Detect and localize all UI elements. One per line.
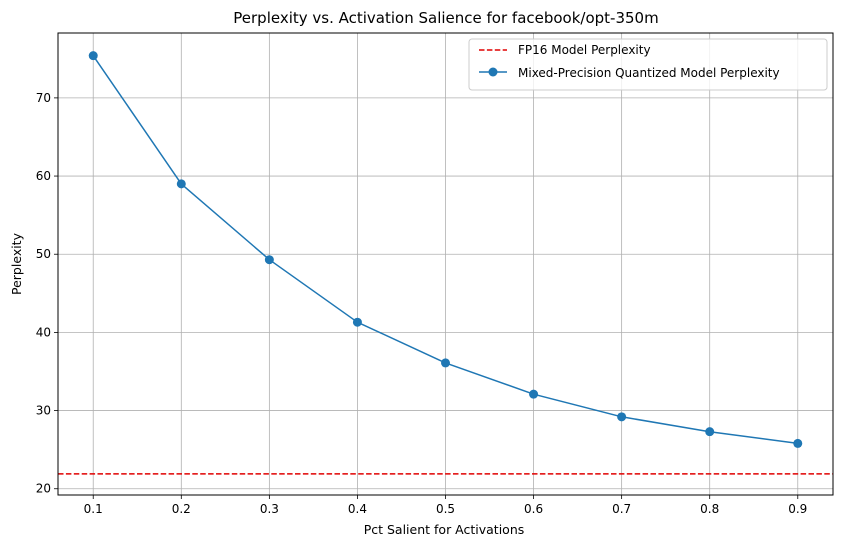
data-point [617,412,627,422]
y-axis-ticks: 20 30 40 50 60 70 [36,91,58,496]
y-tick-label: 50 [36,247,51,261]
grid [58,33,833,495]
x-tick-label: 0.9 [788,502,807,516]
y-tick-label: 20 [36,482,51,496]
x-tick-label: 0.1 [84,502,103,516]
data-point [88,51,98,61]
legend: FP16 Model Perplexity Mixed-Precision Qu… [468,38,828,91]
data-point [793,438,803,448]
y-axis-label: Perplexity [9,232,24,295]
data-point [705,427,715,437]
data-point [264,255,274,265]
x-axis-ticks: 0.1 0.2 0.3 0.4 0.5 0.6 0.7 0.8 0.9 [84,495,807,516]
x-axis-label: Pct Salient for Activations [364,522,525,537]
x-tick-label: 0.8 [700,502,719,516]
x-tick-label: 0.3 [260,502,279,516]
y-tick-label: 70 [36,91,51,105]
legend-box [468,38,828,91]
data-point [529,389,539,399]
x-tick-label: 0.4 [348,502,367,516]
data-point [176,179,186,189]
y-tick-label: 60 [36,169,51,183]
chart-title: Perplexity vs. Activation Salience for f… [233,9,658,27]
data-point [352,317,362,327]
data-point [441,358,450,368]
x-tick-label: 0.2 [172,502,191,516]
series-group [88,51,803,448]
legend-label-mixed-precision: Mixed-Precision Quantized Model Perplexi… [518,66,780,80]
x-tick-label: 0.5 [436,502,455,516]
y-tick-label: 40 [36,325,51,339]
x-tick-label: 0.6 [524,502,543,516]
legend-marker-mixed-precision [488,67,498,77]
legend-label-fp16: FP16 Model Perplexity [518,43,651,57]
x-tick-label: 0.7 [612,502,631,516]
y-tick-label: 30 [36,404,51,418]
